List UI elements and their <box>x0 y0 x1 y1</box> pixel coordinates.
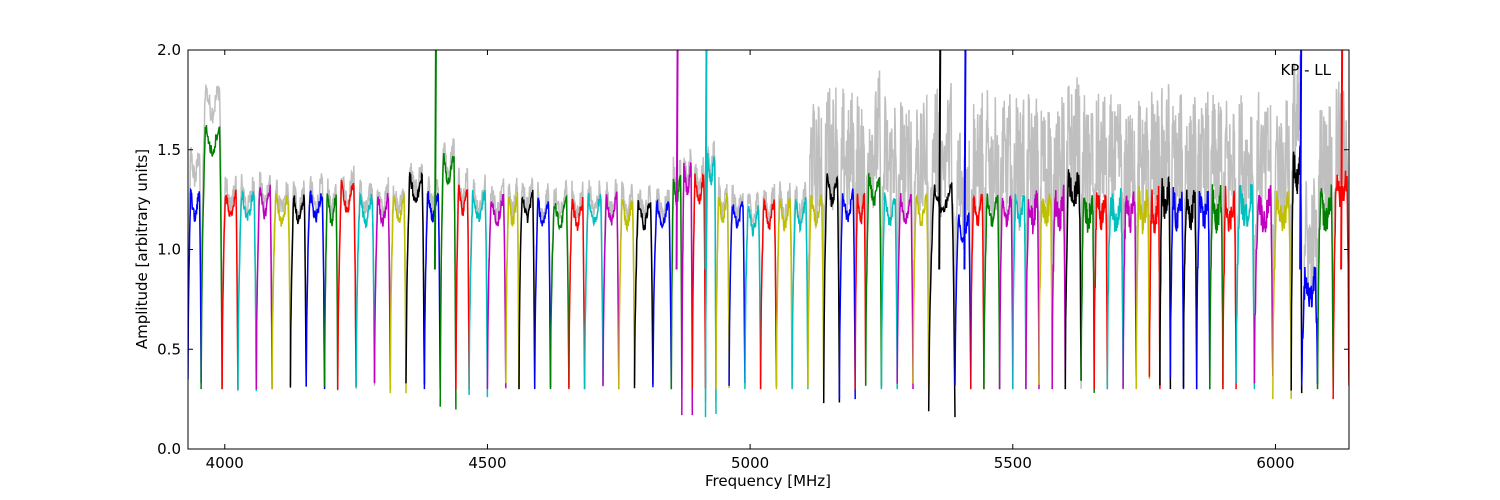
channel-series-33 <box>715 192 730 390</box>
channel-series-43 <box>864 173 883 387</box>
channel-series-61 <box>1135 186 1151 390</box>
channel-series-18 <box>486 193 507 390</box>
y-tick-label: 1.5 <box>157 141 181 159</box>
channel-series-60 <box>1122 191 1137 390</box>
channel-series-67 <box>1209 184 1224 390</box>
channel-series-22 <box>549 194 570 390</box>
channel-series-64 <box>1169 186 1185 390</box>
channel-series-74 <box>1316 184 1334 390</box>
channel-series-3 <box>237 189 258 392</box>
channel-series-68 <box>1222 185 1237 390</box>
channel-series-24 <box>583 192 604 390</box>
channel-series-49 <box>970 193 985 390</box>
channel-series-30 <box>681 162 694 416</box>
channel-series-41 <box>838 188 856 400</box>
channel-series-4 <box>255 184 273 390</box>
channel-series-32 <box>704 152 717 418</box>
channel-series-37 <box>775 198 793 390</box>
channel-series-47 <box>927 182 956 418</box>
channel-series-40 <box>822 173 841 404</box>
x-tick-label: 5500 <box>994 454 1032 472</box>
channel-series-9 <box>336 179 357 390</box>
chart-annotation: KP - LL <box>1280 61 1331 79</box>
channel-series-52 <box>1012 193 1027 390</box>
channel-series-46 <box>912 193 930 390</box>
channel-series-70 <box>1253 185 1274 384</box>
y-tick-label: 2.0 <box>157 41 181 59</box>
channel-series-6 <box>289 194 307 388</box>
channel-series-31 <box>691 172 707 390</box>
channel-series-73 <box>1300 266 1319 387</box>
channel-series-16 <box>455 184 470 390</box>
y-axis-label: Amplitude [arbitrary units] <box>133 149 151 349</box>
x-tick-label: 5000 <box>731 454 769 472</box>
channel-series-14 <box>423 191 441 390</box>
x-tick-label: 4500 <box>468 454 506 472</box>
y-tick-label: 1.0 <box>157 241 181 259</box>
channel-series-62 <box>1148 185 1161 390</box>
channel-series-26 <box>618 198 636 390</box>
channel-series-15 <box>439 153 457 410</box>
channel-series-17 <box>468 190 489 398</box>
channel-series-8 <box>323 193 339 390</box>
channel-series-7 <box>305 190 326 390</box>
channel-series-57 <box>1080 195 1095 393</box>
spike-1 <box>675 50 679 270</box>
background-series <box>188 54 1349 416</box>
channel-series-56 <box>1064 169 1082 390</box>
channel-series-0 <box>188 187 202 384</box>
channel-series-36 <box>759 197 778 390</box>
channel-series-51 <box>998 195 1014 390</box>
channel-series-2 <box>221 189 239 390</box>
channel-series-25 <box>602 191 620 390</box>
spike-6 <box>1340 50 1344 270</box>
x-tick-label: 6000 <box>1256 454 1294 472</box>
x-axis-label: Frequency [MHz] <box>705 472 831 490</box>
channel-series-12 <box>389 193 407 394</box>
channel-series-59 <box>1106 188 1124 390</box>
channel-series-53 <box>1025 190 1040 390</box>
channel-series-42 <box>854 192 867 390</box>
channel-series-54 <box>1038 193 1053 385</box>
plot-area <box>188 50 1349 418</box>
channel-series-5 <box>271 193 292 390</box>
channel-series-69 <box>1235 183 1256 390</box>
axis-ticks: 4000 4500 5000 5500 6000 0.0 0.5 1.0 1.5 2.0 <box>157 41 1349 472</box>
spike-0 <box>433 50 437 270</box>
x-tick-label: 4000 <box>206 454 244 472</box>
channel-series-20 <box>518 189 536 390</box>
channel-series-50 <box>983 193 1001 390</box>
spike-2 <box>704 50 708 270</box>
channel-series-58 <box>1093 192 1109 390</box>
channel-series-13 <box>405 171 426 385</box>
channel-series-23 <box>568 196 586 390</box>
spike-3 <box>938 50 942 270</box>
channel-series-10 <box>355 191 376 388</box>
channel-series-11 <box>373 192 392 390</box>
channel-series-39 <box>807 194 825 393</box>
channel-series-28 <box>652 198 673 390</box>
y-tick-label: 0.0 <box>157 440 181 458</box>
channel-series-1 <box>200 125 223 390</box>
channel-series-66 <box>1195 190 1211 390</box>
channel-series-19 <box>505 191 520 390</box>
plot-frame <box>187 49 1350 450</box>
channel-series-71 <box>1272 190 1292 400</box>
channel-series-21 <box>533 197 552 390</box>
channel-series-48 <box>954 212 972 390</box>
spike-4 <box>963 50 967 270</box>
channel-series-38 <box>791 196 809 390</box>
channel-series-27 <box>633 200 654 389</box>
channel-series-34 <box>728 201 746 386</box>
channel-series-65 <box>1182 189 1198 390</box>
channel-series-44 <box>880 192 898 390</box>
channel-series-35 <box>744 205 762 390</box>
channel-series-45 <box>896 193 914 390</box>
y-tick-label: 0.5 <box>157 340 181 358</box>
channel-series-63 <box>1159 175 1172 390</box>
channel-series-55 <box>1051 184 1067 390</box>
spike-5 <box>1299 50 1303 270</box>
